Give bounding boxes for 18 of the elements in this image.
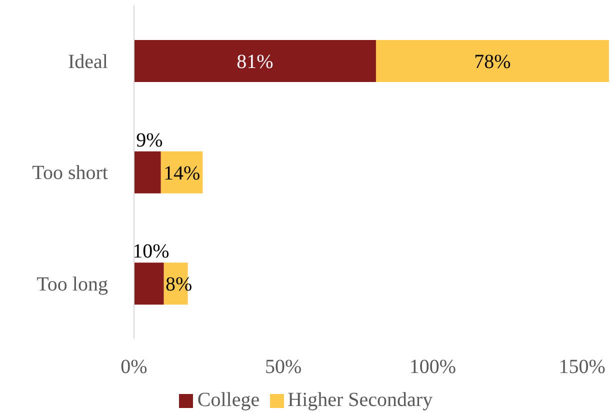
bar [134, 151, 161, 194]
y-tick-label: Too long [36, 273, 108, 296]
bar [134, 262, 164, 305]
legend-label: College [197, 389, 260, 411]
bar [134, 40, 376, 82]
bar [376, 40, 610, 82]
y-tick-label: Ideal [68, 50, 108, 73]
x-tick-label: 0% [120, 356, 148, 378]
data-label: 9% [136, 129, 163, 152]
y-tick-label: Too short [32, 162, 108, 184]
legend-label: Higher Secondary [288, 389, 433, 411]
x-tick-label: 150% [558, 356, 606, 378]
data-label: 81% [236, 51, 274, 73]
data-label: 14% [163, 162, 200, 184]
data-label: 10% [132, 240, 170, 263]
data-label: 78% [474, 51, 511, 73]
x-tick-label: 100% [409, 356, 456, 378]
x-tick-label: 50% [265, 356, 302, 378]
